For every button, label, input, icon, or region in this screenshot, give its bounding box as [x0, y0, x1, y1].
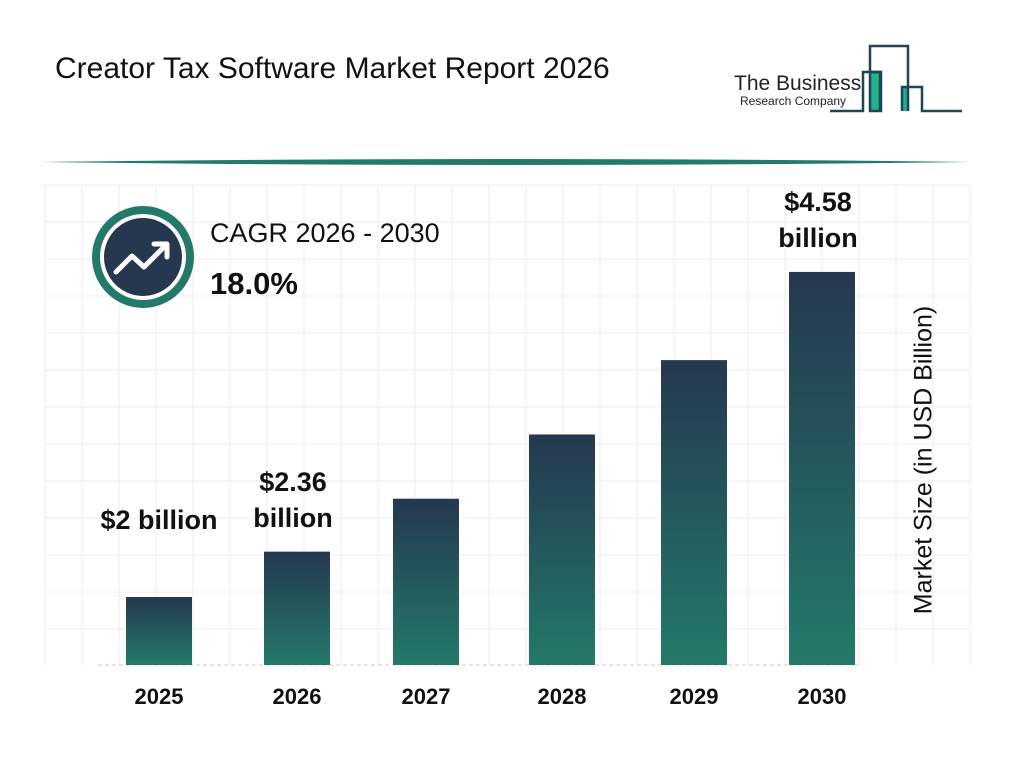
cagr-value: 18.0%: [210, 266, 298, 301]
x-tick-label: 2030: [797, 684, 847, 709]
x-tick-label: 2025: [134, 684, 184, 709]
bar-2028: [529, 434, 595, 665]
bar-2029: [661, 360, 727, 665]
y-axis-label: Market Size (in USD Billion): [909, 305, 938, 615]
logo-buildings-icon: [830, 44, 962, 113]
data-label: $4.58 billion: [778, 186, 858, 253]
company-logo: The Business Research Company: [730, 42, 970, 118]
cagr-label: CAGR 2026 - 2030: [210, 218, 440, 248]
logo-text-sub: Research Company: [740, 94, 847, 108]
bar-2027: [393, 498, 459, 665]
bar-2030: [789, 271, 855, 665]
trending-up-icon: [92, 206, 194, 308]
x-tick-label: 2027: [401, 684, 451, 709]
logo-text-main: The Business: [734, 72, 862, 95]
page-title: Creator Tax Software Market Report 2026: [55, 52, 610, 85]
bar-2026: [264, 551, 330, 665]
bar-2025: [126, 597, 192, 665]
x-tick-label: 2026: [272, 684, 322, 709]
header-divider: [40, 159, 970, 165]
bars: [126, 271, 855, 665]
data-label: $2.36 billion: [253, 466, 333, 533]
x-tick-label: 2029: [669, 684, 719, 709]
x-tick-label: 2028: [537, 684, 587, 709]
data-label: $2 billion: [100, 505, 218, 535]
